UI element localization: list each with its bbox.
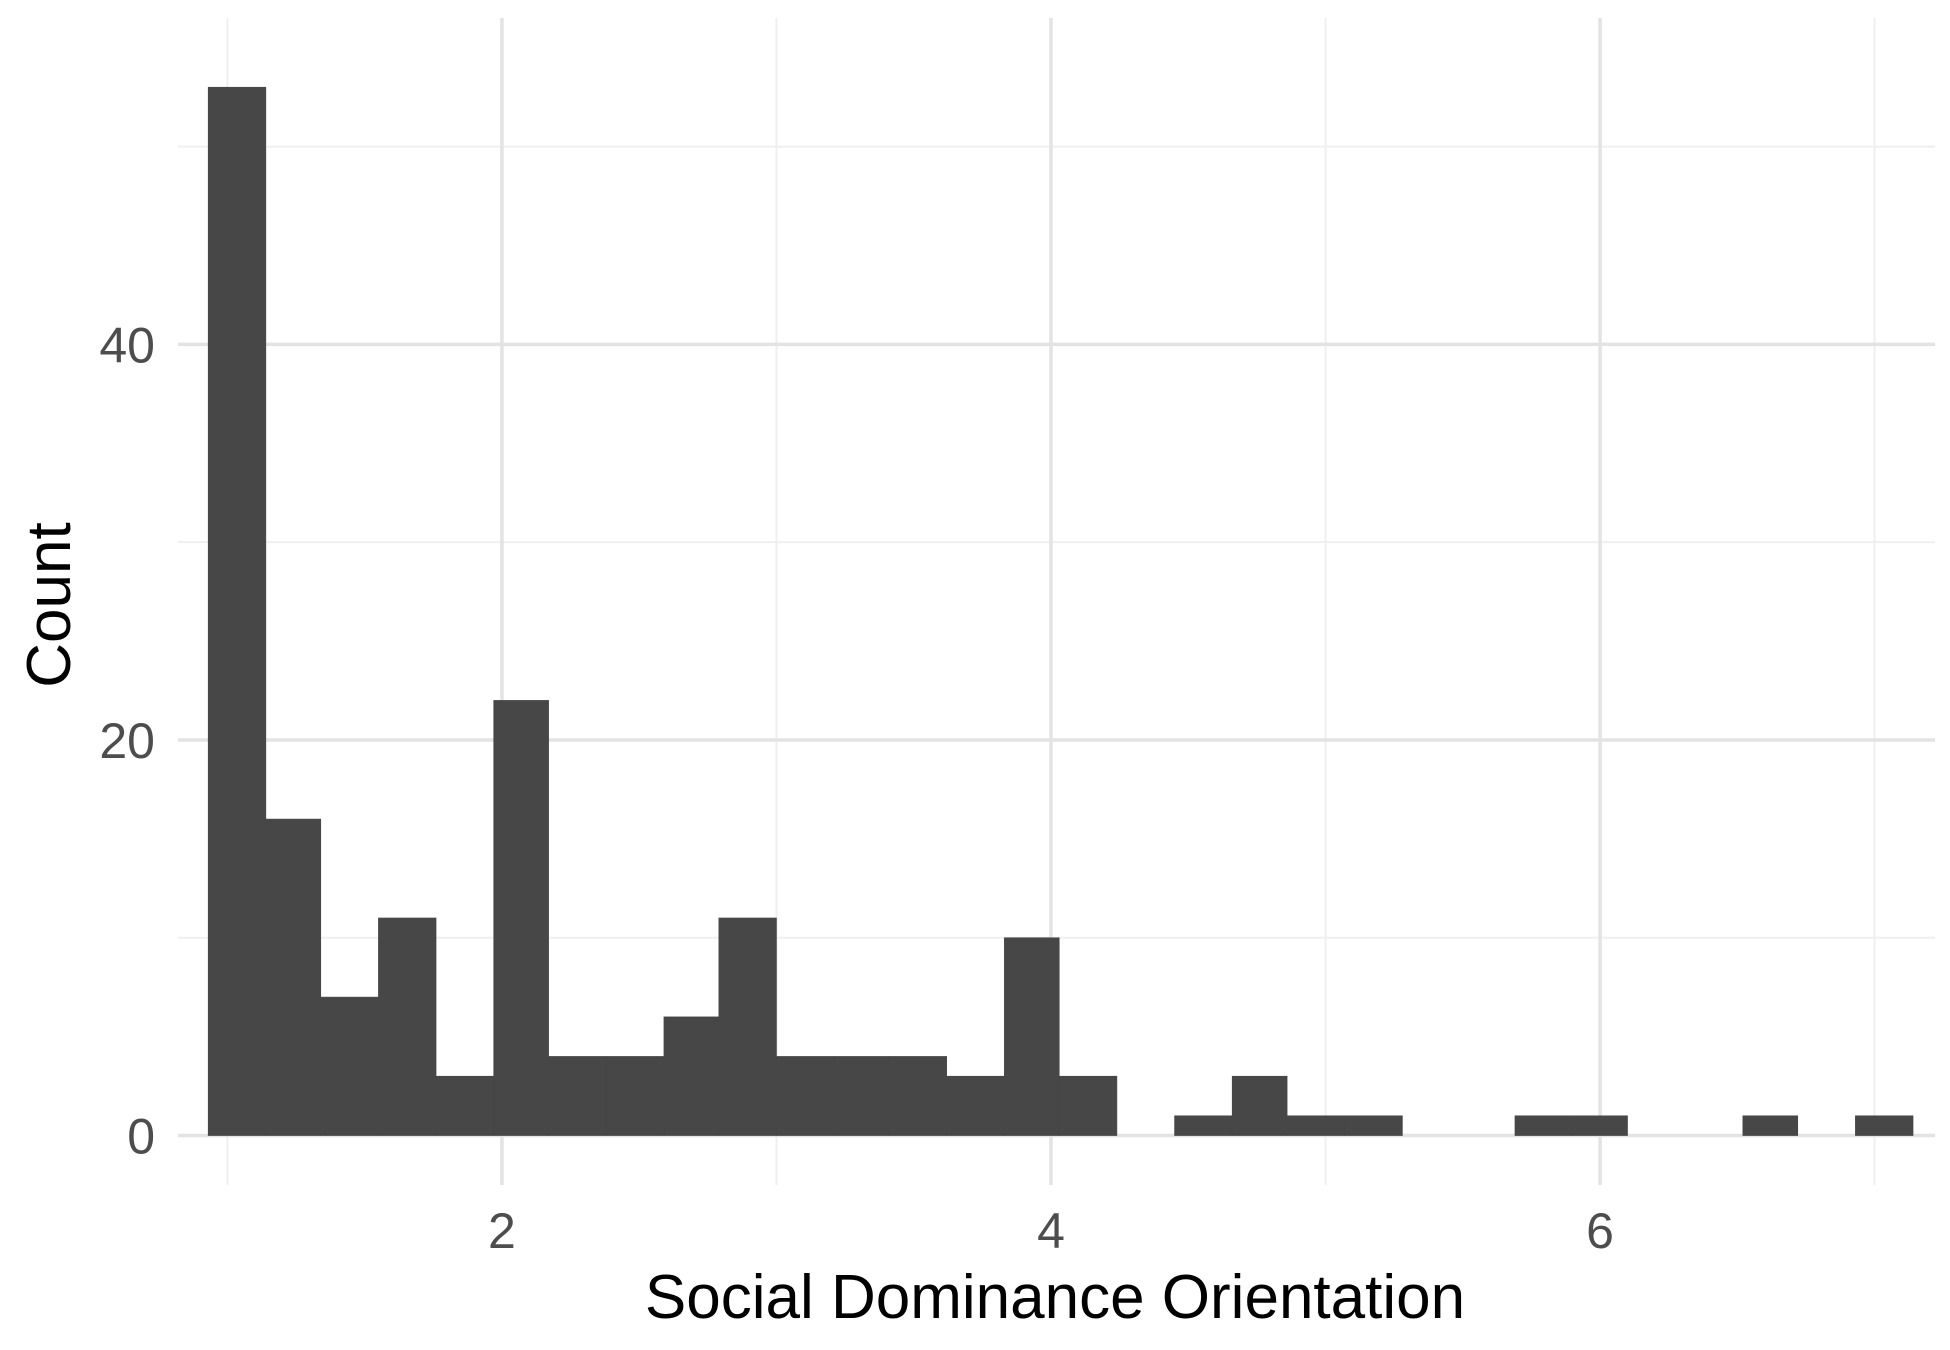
histogram-bar <box>833 1056 890 1136</box>
y-axis-title: Count <box>15 522 84 687</box>
histogram-bar <box>1514 1115 1573 1136</box>
y-axis-tick-labels: 0 20 40 <box>99 317 155 1164</box>
histogram-bar <box>1286 1115 1346 1136</box>
x-axis-title: Social Dominance Orientation <box>645 1263 1465 1332</box>
x-axis-tick-labels: 2 4 6 <box>488 1203 1614 1259</box>
y-tick-label: 40 <box>99 317 155 373</box>
histogram-bar <box>1004 937 1060 1136</box>
histogram-bar <box>1742 1115 1799 1136</box>
histogram-bar <box>1231 1075 1288 1136</box>
histogram-bar <box>378 917 437 1136</box>
x-tick-label: 4 <box>1037 1203 1065 1259</box>
x-tick-label: 2 <box>488 1203 516 1259</box>
x-tick-label: 6 <box>1586 1203 1614 1259</box>
histogram-bar <box>663 1016 720 1136</box>
histogram-bar <box>718 917 777 1136</box>
histogram-bar <box>605 1056 665 1136</box>
histogram-bar <box>776 1056 835 1136</box>
y-tick-label: 20 <box>99 713 155 769</box>
histogram-bar <box>888 1056 947 1136</box>
histogram-bar <box>1344 1115 1403 1136</box>
y-tick-label: 0 <box>127 1109 155 1165</box>
histogram-bar <box>1174 1115 1233 1136</box>
histogram-bar <box>1855 1115 1914 1136</box>
histogram-bar <box>1058 1075 1118 1136</box>
histogram-bar <box>207 86 267 1136</box>
histogram-bar <box>1572 1115 1628 1136</box>
histogram-bar <box>548 1056 607 1136</box>
histogram-bar <box>265 818 322 1136</box>
histogram-bar <box>493 700 549 1136</box>
histogram-bar <box>946 1075 1005 1136</box>
histogram-bar <box>435 1075 495 1136</box>
histogram-bars <box>207 86 1914 1136</box>
histogram-bar <box>320 996 379 1136</box>
